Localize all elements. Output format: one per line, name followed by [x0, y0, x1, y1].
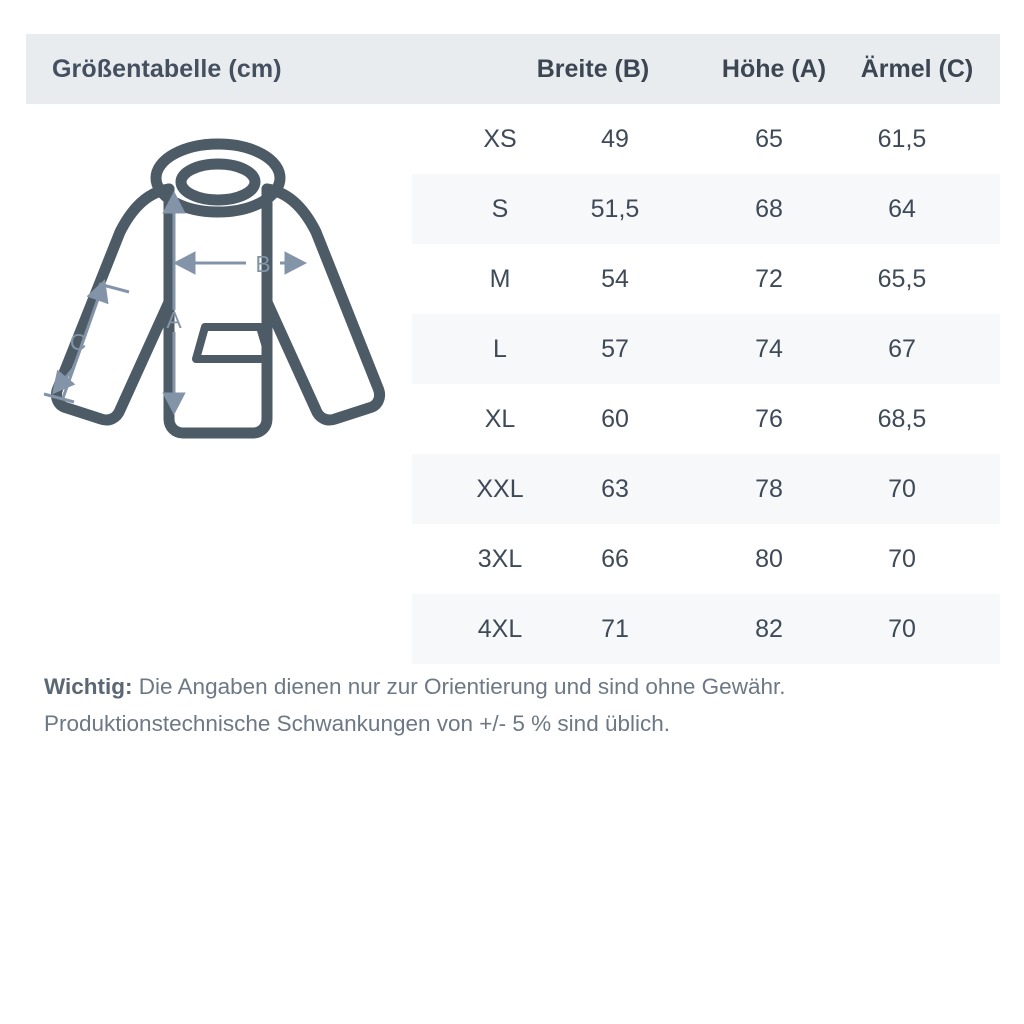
cell-size: 3XL: [477, 545, 523, 573]
size-chart-header: Größentabelle (cm) Breite (B) Höhe (A) Ä…: [26, 34, 1000, 104]
row-background: [412, 594, 1000, 664]
cell-hoehe: 82: [755, 615, 783, 643]
cell-hoehe: 65: [755, 125, 783, 153]
cell-hoehe: 74: [755, 335, 783, 363]
size-chart-rows: XS 49 65 61,5 S 51,5 68 64 M 54 72 65,5 …: [0, 104, 1024, 664]
cell-aermel: 70: [888, 545, 916, 573]
cell-aermel: 70: [888, 615, 916, 643]
hood-outer-outline: [150, 138, 286, 218]
cell-size: 4XL: [477, 615, 523, 643]
cell-hoehe: 80: [755, 545, 783, 573]
cell-size: S: [491, 195, 509, 223]
cell-aermel: 70: [888, 475, 916, 503]
cell-size: M: [489, 265, 511, 293]
row-background: [412, 174, 1000, 244]
cell-aermel: 65,5: [877, 265, 927, 293]
cell-hoehe: 72: [755, 265, 783, 293]
cell-breite: 60: [601, 405, 629, 433]
table-row: XXL 63 78 70: [0, 454, 1024, 524]
column-header-hoehe: Höhe (A): [721, 54, 827, 83]
dimension-arrow-length: A: [162, 191, 186, 415]
cell-aermel: 67: [888, 335, 916, 363]
column-header-breite: Breite (B): [536, 54, 650, 83]
cell-hoehe: 68: [755, 195, 783, 223]
cell-aermel: 61,5: [877, 125, 927, 153]
row-background: [412, 454, 1000, 524]
table-row: XL 60 76 68,5: [0, 384, 1024, 454]
cell-size: L: [493, 335, 507, 363]
dimension-arrow-sleeve: C: [43, 279, 130, 404]
cell-size: XXL: [476, 475, 524, 503]
table-row: XS 49 65 61,5: [0, 104, 1024, 174]
dimension-label-width: B: [255, 251, 270, 277]
right-sleeve-outline: [261, 183, 386, 426]
cell-size: XS: [483, 125, 517, 153]
cell-aermel: 68,5: [877, 405, 927, 433]
table-row: 4XL 71 82 70: [0, 594, 1024, 664]
cell-breite: 54: [601, 265, 629, 293]
dimension-label-length: A: [166, 307, 182, 333]
cell-size: XL: [484, 405, 516, 433]
cell-breite: 63: [601, 475, 629, 503]
table-row: M 54 72 65,5: [0, 244, 1024, 314]
cell-breite: 51,5: [590, 195, 640, 223]
cell-breite: 57: [601, 335, 629, 363]
column-header-aermel: Ärmel (C): [860, 54, 974, 83]
body-outline: [163, 183, 273, 439]
kangaroo-pocket-outline: [192, 323, 272, 363]
disclaimer-note: Wichtig: Die Angaben dienen nur zur Orie…: [44, 668, 974, 742]
cell-hoehe: 78: [755, 475, 783, 503]
disclaimer-lead: Wichtig:: [44, 674, 133, 699]
cell-aermel: 64: [888, 195, 916, 223]
dimension-label-sleeve: C: [70, 329, 87, 355]
hoodie-measurement-diagram: B A C: [28, 116, 408, 456]
page-title: Größentabelle (cm): [52, 54, 282, 83]
cell-breite: 49: [601, 125, 629, 153]
row-background: [412, 314, 1000, 384]
hood-neck-opening: [175, 158, 261, 206]
table-row: L 57 74 67: [0, 314, 1024, 384]
table-row: S 51,5 68 64: [0, 174, 1024, 244]
disclaimer-text: Die Angaben dienen nur zur Orientierung …: [44, 674, 786, 736]
cell-hoehe: 76: [755, 405, 783, 433]
cell-breite: 66: [601, 545, 629, 573]
table-row: 3XL 66 80 70: [0, 524, 1024, 594]
cell-breite: 71: [601, 615, 629, 643]
left-sleeve-outline: [50, 183, 175, 426]
dimension-arrow-width: B: [173, 251, 307, 277]
